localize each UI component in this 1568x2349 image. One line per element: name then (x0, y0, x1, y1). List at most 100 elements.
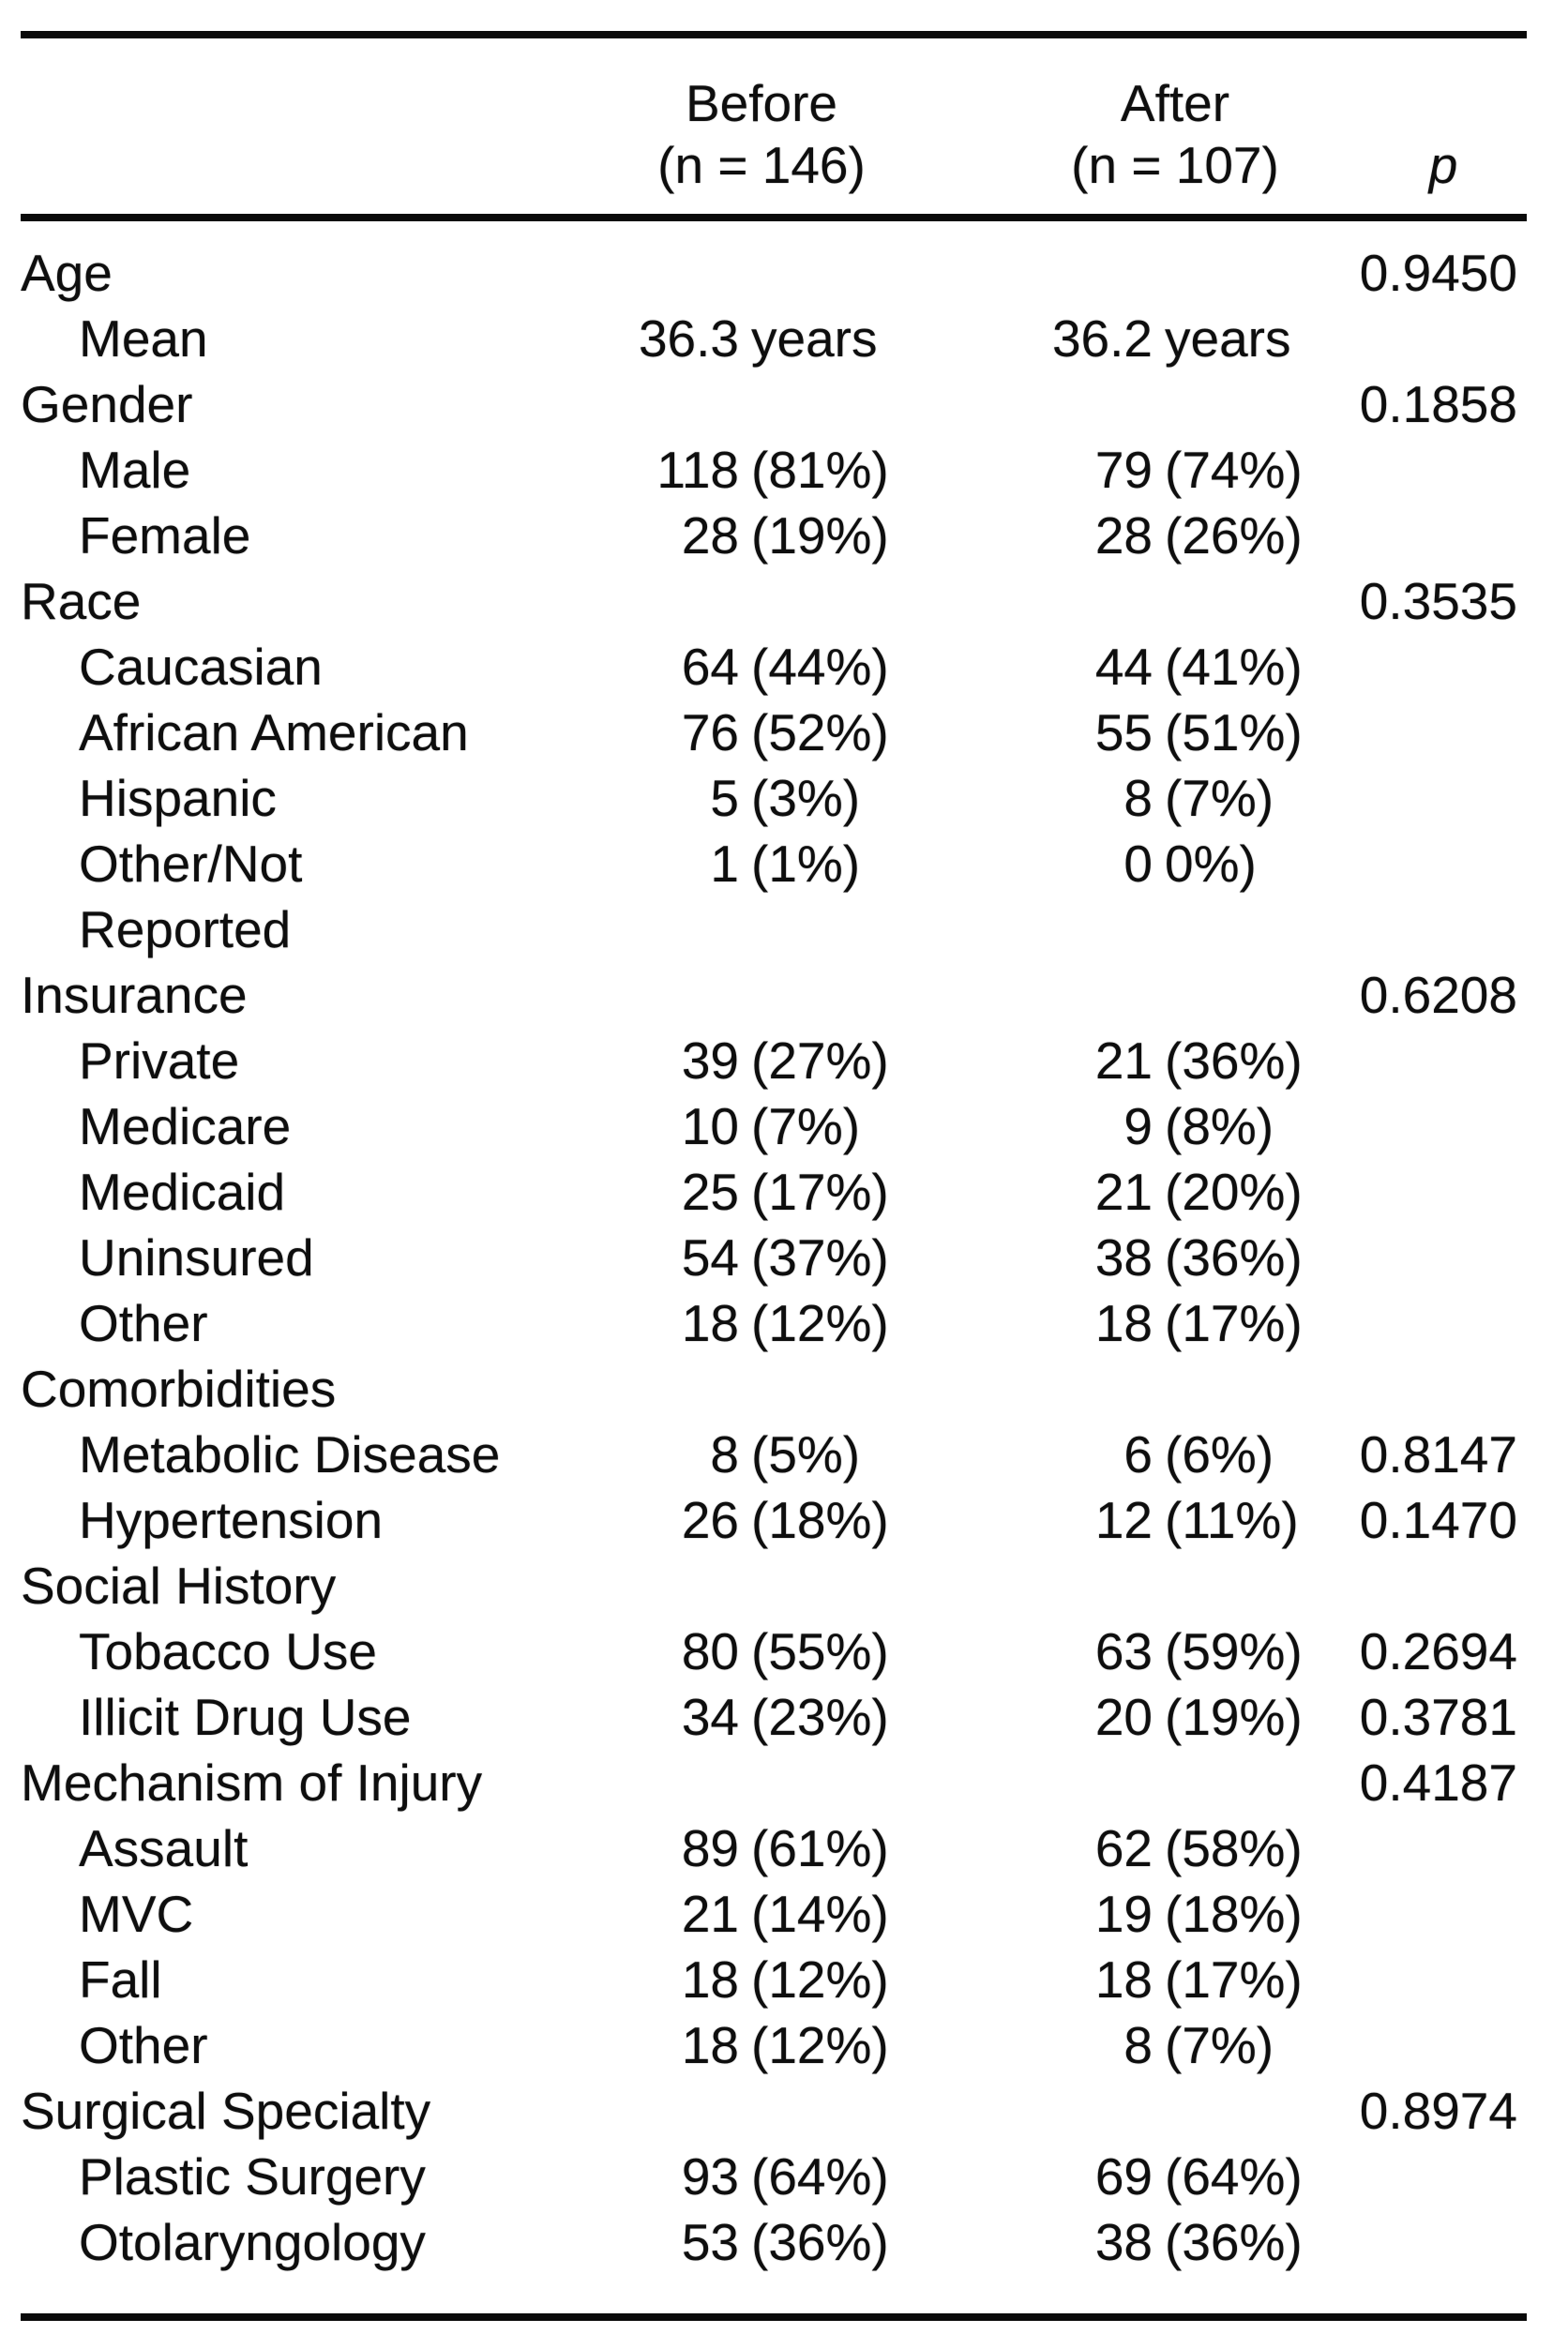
after-count: 8 (1123, 2016, 1153, 2074)
table-row: Insurance 0.6208 (21, 962, 1527, 1028)
p-value (1332, 1290, 1527, 1356)
after-count (921, 1750, 1153, 1815)
after-count: 9 (1123, 1097, 1153, 1155)
before-percent: (14%) (751, 1885, 889, 1943)
before-value-cell: 54 (37%) (527, 1225, 921, 1290)
before-count (527, 1750, 739, 1815)
after-value-cell: 36.2 years (921, 306, 1332, 371)
table-row: Surgical Specialty 0.8974 (21, 2078, 1527, 2144)
before-count (527, 962, 739, 1028)
before-value-cell (527, 371, 921, 437)
row-label: Mean (79, 309, 208, 368)
after-count: 63 (1094, 1622, 1153, 1680)
table-row: Illicit Drug Use 34 (23%) 20 (19%) 0.378… (21, 1684, 1527, 1750)
row-label-cell: Medicare (21, 1093, 527, 1159)
row-label-cell: Fall (21, 1947, 527, 2012)
p-value (1332, 831, 1527, 896)
table-row: Social History (21, 1553, 1527, 1619)
table-row: Mean 36.3 years 36.2 years (21, 306, 1527, 371)
row-label: Medicare (79, 1097, 292, 1155)
table-row: Caucasian 64 (44%) 44 (41%) (21, 634, 1527, 700)
after-percent: (7%) (1165, 2016, 1274, 2074)
before-count: 18 (681, 1294, 739, 1352)
after-value-cell: 19 (18%) (921, 1881, 1332, 1947)
row-label: Assault (79, 1819, 249, 1877)
row-label: Other (79, 2016, 208, 2074)
after-percent: (17%) (1165, 1294, 1303, 1352)
after-count: 20 (1094, 1688, 1153, 1746)
before-percent: (7%) (751, 1097, 861, 1155)
row-label-cell: Illicit Drug Use (21, 1684, 527, 1750)
before-count: 5 (710, 769, 739, 827)
table-row: Hypertension 26 (18%) 12 (11%) 0.1470 (21, 1487, 1527, 1553)
row-label-cell: Male (21, 437, 527, 503)
p-value: 0.8974 (1359, 2082, 1517, 2140)
before-count: 54 (681, 1228, 739, 1287)
before-percent: (52%) (751, 703, 889, 761)
row-label-cell: Other (21, 1290, 527, 1356)
after-value-cell: 44 (41%) (921, 634, 1332, 700)
after-percent: (51%) (1165, 703, 1303, 761)
p-value (1332, 437, 1527, 503)
after-count: 21 (1094, 1163, 1153, 1221)
before-percent: (18%) (751, 1491, 889, 1549)
before-percent: (23%) (751, 1688, 889, 1746)
p-value: 0.2694 (1359, 1622, 1517, 1680)
row-label: Comorbidities (21, 1360, 337, 1418)
table-row: Medicaid 25 (17%) 21 (20%) (21, 1159, 1527, 1225)
row-label: Hypertension (79, 1491, 384, 1549)
before-percent: (12%) (751, 2016, 889, 2074)
before-column-n: (n = 146) (657, 136, 866, 194)
before-percent: years (751, 309, 878, 368)
row-label-cell: Gender (21, 371, 527, 437)
before-count: 8 (710, 1425, 739, 1483)
before-percent: (81%) (751, 441, 889, 499)
stub-column-header (21, 72, 527, 196)
before-value-cell: 80 (55%) (527, 1619, 921, 1684)
after-count: 44 (1094, 638, 1153, 696)
row-label: Tobacco Use (79, 1622, 377, 1680)
before-value-cell (527, 2078, 921, 2144)
before-count (527, 896, 739, 962)
after-percent: (36%) (1165, 1228, 1303, 1287)
table-row: Comorbidities (21, 1356, 1527, 1422)
row-label-cell: Female (21, 503, 527, 568)
row-label-cell: Private (21, 1028, 527, 1093)
before-count: 80 (681, 1622, 739, 1680)
after-value-cell: 55 (51%) (921, 700, 1332, 765)
row-label: Uninsured (79, 1228, 314, 1287)
table-row: Plastic Surgery 93 (64%) 69 (64%) (21, 2144, 1527, 2209)
after-value-cell: 18 (17%) (921, 1947, 1332, 2012)
before-percent: (37%) (751, 1228, 889, 1287)
table-row: Metabolic Disease 8 (5%) 6 (6%) 0.8147 (21, 1422, 1527, 1487)
row-label: African American (79, 703, 469, 761)
table-row: African American 76 (52%) 55 (51%) (21, 700, 1527, 765)
row-label-cell: MVC (21, 1881, 527, 1947)
p-value (1332, 634, 1527, 700)
after-percent: (6%) (1165, 1425, 1274, 1483)
p-value (1332, 1947, 1527, 2012)
after-column-n: (n = 107) (1071, 136, 1279, 194)
p-value (1332, 1553, 1527, 1619)
table-row: Gender 0.1858 (21, 371, 1527, 437)
p-value (1332, 503, 1527, 568)
before-count: 76 (681, 703, 739, 761)
p-value (1332, 1881, 1527, 1947)
p-value: 0.6208 (1359, 966, 1517, 1024)
after-percent: (36%) (1165, 1031, 1303, 1090)
before-count: 28 (681, 506, 739, 565)
row-label: Other/Not (79, 835, 303, 893)
before-value-cell: 21 (14%) (527, 1881, 921, 1947)
row-label-cell: Age (21, 240, 527, 306)
before-value-cell (527, 568, 921, 634)
p-value (1332, 1028, 1527, 1093)
table-bottom-rule (21, 2313, 1527, 2321)
before-percent: (19%) (751, 506, 889, 565)
p-value (1332, 2012, 1527, 2078)
row-label-cell: Other/Not (21, 831, 527, 896)
after-value-cell: 8 (7%) (921, 765, 1332, 831)
p-value (1332, 765, 1527, 831)
after-value-cell (921, 1750, 1332, 1815)
before-value-cell: 53 (36%) (527, 2209, 921, 2275)
row-label: Metabolic Disease (79, 1425, 501, 1483)
